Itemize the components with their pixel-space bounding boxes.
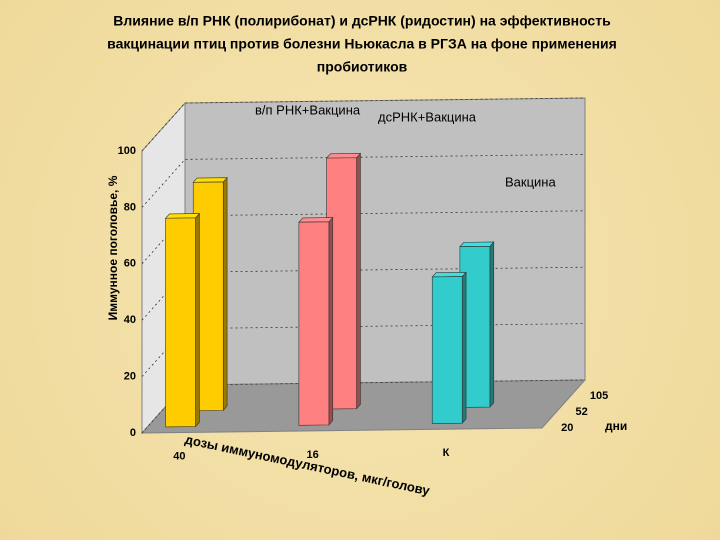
grid-line bbox=[141, 97, 586, 152]
bar-top bbox=[459, 241, 495, 247]
bar bbox=[459, 241, 495, 408]
bar-annotation: Вакцина bbox=[505, 174, 556, 189]
grid-line bbox=[141, 210, 586, 265]
bar bbox=[431, 271, 467, 425]
bar-side bbox=[195, 212, 200, 428]
bar-front bbox=[298, 221, 330, 426]
x-axis-label: дозы иммуномодуляторов, мкг/голову bbox=[184, 432, 432, 499]
bar-top bbox=[192, 177, 228, 183]
chart-title: вакцинации птиц против болезни Ньюкасла … bbox=[107, 36, 617, 52]
y-tick-label: 60 bbox=[124, 258, 136, 270]
bar-side bbox=[356, 152, 361, 410]
bar bbox=[298, 216, 334, 426]
chart-title: пробиотиков bbox=[317, 59, 408, 75]
bar-front bbox=[165, 217, 196, 428]
depth-tick-label: 20 bbox=[561, 422, 573, 434]
depth-tick-label: 105 bbox=[590, 390, 608, 402]
bar-annotation: дсРНК+Вакцина bbox=[378, 109, 477, 124]
bar bbox=[192, 176, 228, 412]
y-tick-label: 0 bbox=[130, 427, 136, 439]
y-tick-label: 100 bbox=[118, 145, 136, 157]
bar-top bbox=[164, 213, 201, 219]
back-wall bbox=[184, 97, 586, 386]
bar-annotation: в/п РНК+Вакцина bbox=[255, 102, 361, 117]
bar-top bbox=[298, 217, 334, 223]
x-tick-label: 16 bbox=[307, 449, 319, 461]
bar-side bbox=[489, 241, 495, 408]
bar-side bbox=[222, 176, 228, 412]
bar-front bbox=[431, 276, 463, 424]
y-axis-label: Иммунное поголовье, % bbox=[106, 175, 120, 320]
x-tick-label: 40 bbox=[173, 450, 185, 462]
y-tick-label: 40 bbox=[124, 314, 136, 326]
chart-title: Влияние в/п РНК (полирибонат) и дсРНК (р… bbox=[113, 13, 611, 29]
bar bbox=[164, 212, 201, 428]
bar bbox=[325, 152, 362, 410]
depth-tick-label: 52 bbox=[576, 406, 588, 418]
bar-side bbox=[328, 216, 334, 426]
depth-axis-label: дни bbox=[605, 419, 627, 433]
bar-top bbox=[431, 271, 467, 278]
grid-line bbox=[141, 266, 586, 321]
bar-top bbox=[325, 153, 362, 159]
bar-side bbox=[461, 271, 467, 425]
y-tick-label: 20 bbox=[124, 371, 136, 383]
grid-line bbox=[141, 154, 586, 208]
x-tick-label: К bbox=[443, 447, 450, 459]
y-tick-label: 80 bbox=[124, 201, 136, 213]
